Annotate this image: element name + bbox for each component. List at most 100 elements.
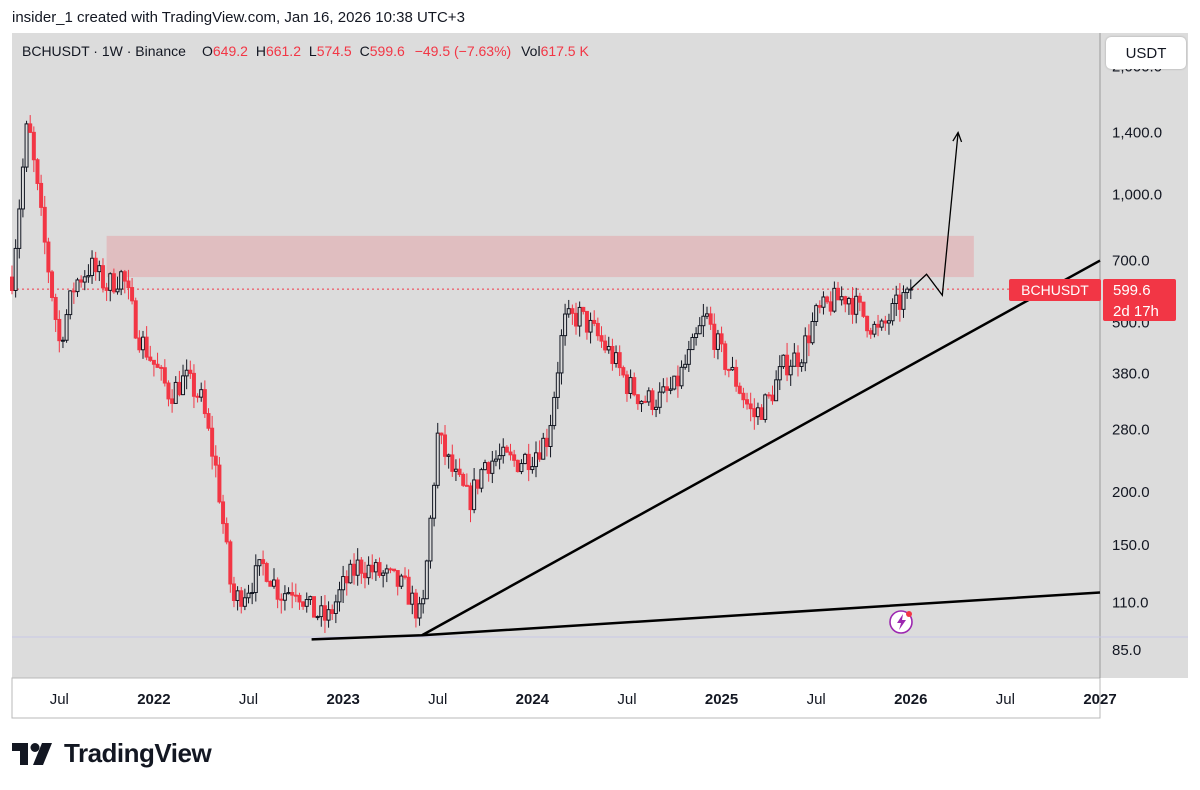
candle-body xyxy=(552,396,557,427)
candle-body xyxy=(366,564,371,579)
candle-body xyxy=(122,271,127,282)
candle-body xyxy=(326,609,331,621)
price-tag-symbol: BCHUSDT xyxy=(1021,282,1089,298)
candle-body xyxy=(319,605,324,618)
candle-body xyxy=(90,257,95,277)
candle-body xyxy=(450,454,455,472)
time-axis-area[interactable] xyxy=(11,677,1101,719)
candle-body xyxy=(712,323,717,350)
candle-body xyxy=(701,315,706,327)
candle-body xyxy=(541,437,546,460)
candle-body xyxy=(595,322,600,337)
candle-body xyxy=(603,340,608,351)
candle-body xyxy=(457,468,462,475)
candle-body xyxy=(130,287,135,302)
time-tick-label: 2027 xyxy=(1083,691,1116,708)
price-tag-symbol-box xyxy=(1009,279,1101,301)
candle-body xyxy=(486,462,491,474)
candle-body xyxy=(886,320,891,324)
candle-body xyxy=(559,335,564,374)
candle-body xyxy=(825,296,830,303)
candle-body xyxy=(857,295,862,303)
candle-body xyxy=(239,590,244,607)
legend-low-value: 574.5 xyxy=(317,43,352,59)
candle-body xyxy=(599,335,604,342)
candle-body xyxy=(836,287,841,301)
plot-area[interactable] xyxy=(12,33,1100,678)
candle-body xyxy=(159,366,164,369)
candle-body xyxy=(592,319,597,324)
candle-body xyxy=(581,306,586,312)
tradingview-logo[interactable]: TradingView xyxy=(12,738,212,769)
candle-body xyxy=(155,363,160,368)
candle-body xyxy=(781,354,786,368)
legend-close-label: C xyxy=(360,43,370,59)
candle-body xyxy=(708,313,713,325)
candle-body xyxy=(523,453,528,465)
candle-body xyxy=(191,372,196,397)
candle-body xyxy=(908,288,913,291)
candle-body xyxy=(275,579,280,600)
candle-body xyxy=(13,247,18,291)
candle-body xyxy=(308,596,313,601)
candle-body xyxy=(322,605,327,621)
candle-body xyxy=(42,206,47,243)
candle-body xyxy=(108,273,113,291)
candle-body xyxy=(664,386,669,391)
candle-body xyxy=(453,468,458,472)
rising-trendline xyxy=(421,259,1101,637)
candle-body xyxy=(610,345,615,365)
candle-body xyxy=(242,597,247,607)
candle-body xyxy=(257,559,262,567)
alert-marker[interactable] xyxy=(889,610,913,634)
legend-close-value: 599.6 xyxy=(370,43,405,59)
candle-body xyxy=(184,369,189,377)
candle-body xyxy=(395,570,400,587)
time-tick-label: Jul xyxy=(428,691,447,708)
candle-body xyxy=(279,598,284,601)
candle-body xyxy=(402,575,407,578)
candle-body xyxy=(679,366,684,387)
time-tick-label: Jul xyxy=(807,691,826,708)
candle-body xyxy=(854,295,859,315)
candle-body xyxy=(748,403,753,410)
candle-body xyxy=(555,372,560,398)
lightning-icon[interactable] xyxy=(897,614,906,630)
candle-body xyxy=(286,592,291,595)
candle-body xyxy=(119,271,124,290)
currency-unit-button[interactable]: USDT xyxy=(1106,37,1186,69)
candle-body xyxy=(479,469,484,489)
candle-body xyxy=(20,166,25,210)
candle-body xyxy=(111,273,116,293)
candle-body xyxy=(221,501,226,525)
candle-body xyxy=(359,559,364,574)
candle-body xyxy=(24,123,29,168)
candle-body xyxy=(715,333,720,350)
price-axis-area[interactable] xyxy=(1100,33,1188,678)
candle-body xyxy=(435,432,440,486)
candle-body xyxy=(566,308,571,315)
candle-body xyxy=(79,279,84,283)
candle-body xyxy=(533,452,538,468)
candle-body xyxy=(177,381,182,396)
candle-body xyxy=(421,598,426,605)
candle-body xyxy=(439,432,444,436)
candle-body xyxy=(10,276,14,291)
candle-body xyxy=(50,271,55,298)
legend-low-label: L xyxy=(309,43,317,59)
candle-body xyxy=(337,589,342,603)
candle-body xyxy=(661,386,666,393)
candle-body xyxy=(774,379,779,402)
candle-body xyxy=(901,292,906,310)
candle-body xyxy=(501,446,506,457)
candle-body xyxy=(668,388,673,391)
time-tick-label: 2025 xyxy=(705,691,738,708)
price-tick-label: 1,000.0 xyxy=(1112,187,1162,204)
candle-body xyxy=(344,576,349,584)
candle-body xyxy=(792,352,797,367)
candle-body xyxy=(86,275,91,278)
candle-body xyxy=(504,446,509,453)
chart-caption: insider_1 created with TradingView.com, … xyxy=(12,9,465,26)
candle-body xyxy=(795,352,800,368)
